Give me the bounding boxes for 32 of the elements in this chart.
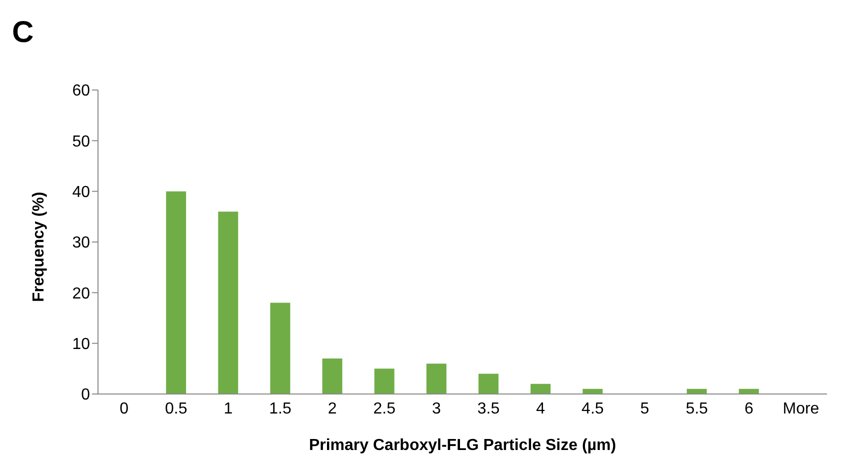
bar <box>322 358 342 394</box>
x-axis-title: Primary Carboxyl-FLG Particle Size (µm) <box>308 437 616 454</box>
y-tick-label: 50 <box>72 133 90 150</box>
x-tick-label: More <box>782 400 820 418</box>
y-tick-label: 60 <box>72 82 90 100</box>
x-tick-label: 3.5 <box>477 400 500 418</box>
bar <box>478 374 498 394</box>
bar <box>530 384 551 394</box>
y-tick-label: 30 <box>72 234 90 252</box>
y-tick-label: 20 <box>72 285 90 302</box>
x-tick-label: 1.5 <box>269 400 292 418</box>
y-axis-title: Frequency (%) <box>30 192 48 302</box>
x-tick-label: 0.5 <box>164 400 188 418</box>
bar <box>374 368 394 394</box>
x-tick-label: 4.5 <box>582 400 604 418</box>
y-tick-label: 10 <box>72 336 90 354</box>
x-tick-label: 4 <box>536 400 546 418</box>
x-tick-label: 1 <box>224 400 233 418</box>
x-tick-label: 5.5 <box>686 400 708 418</box>
y-tick-label: 0 <box>81 386 90 404</box>
x-tick-label: 2 <box>328 400 337 418</box>
x-tick-label: 0 <box>120 400 129 418</box>
bar <box>270 302 290 394</box>
x-tick-label: 3 <box>432 400 442 418</box>
x-tick-label: 6 <box>744 400 754 418</box>
bar <box>426 364 446 394</box>
y-tick-label: 40 <box>72 184 90 202</box>
x-tick-label: 2.5 <box>373 400 396 418</box>
bar <box>166 191 186 394</box>
bar <box>218 212 238 394</box>
x-tick-label: 5 <box>640 400 650 418</box>
chart-title: C <box>12 16 34 50</box>
